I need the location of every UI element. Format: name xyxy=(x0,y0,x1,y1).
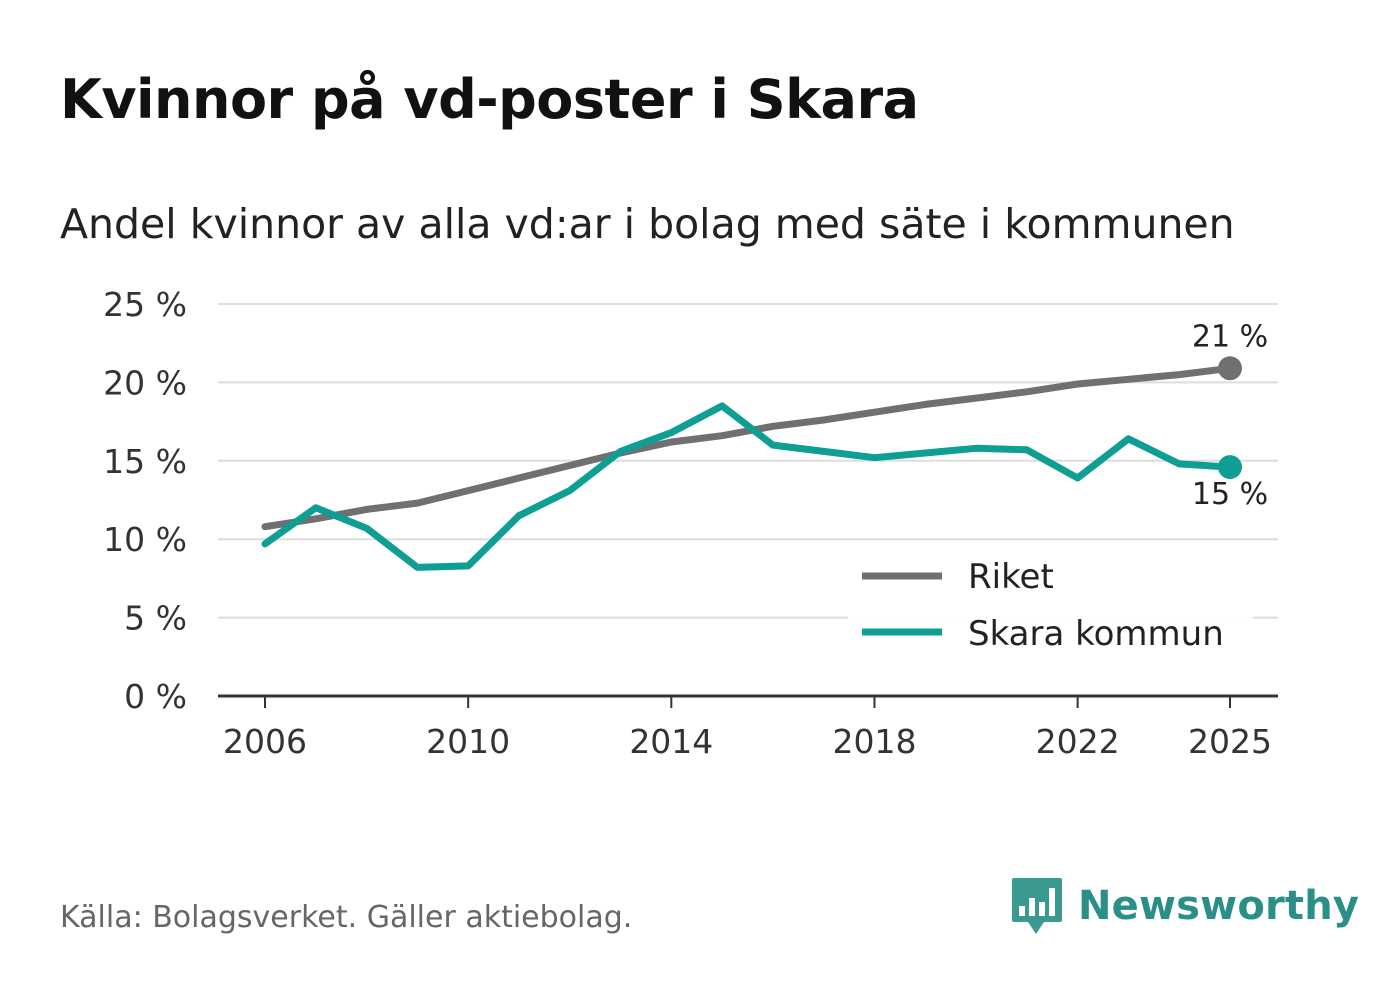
y-axis-ticks: 0 % 5 % 10 % 15 % 20 % 25 % xyxy=(103,285,187,716)
x-tick-label: 2022 xyxy=(1036,722,1120,761)
legend-background xyxy=(848,548,1253,660)
end-label-skara-kommun: 15 % xyxy=(1192,477,1268,512)
end-labels: 21 % 15 % xyxy=(1192,319,1268,512)
x-tick-label: 2025 xyxy=(1188,722,1272,761)
y-tick-label: 0 % xyxy=(124,677,187,716)
y-tick-label: 15 % xyxy=(103,442,187,481)
end-point-riket xyxy=(1218,356,1242,381)
brand-name: Newsworthy xyxy=(1078,883,1360,929)
brand-logo[interactable]: Newsworthy xyxy=(1010,876,1359,936)
x-axis-ticks: 2006 2010 2014 2018 2022 2025 xyxy=(223,696,1272,761)
end-point-skara-kommun xyxy=(1218,455,1242,480)
source-note: Källa: Bolagsverket. Gäller aktiebolag. xyxy=(60,900,633,935)
legend-label-riket: Riket xyxy=(968,557,1054,597)
y-tick-label: 10 % xyxy=(103,520,187,559)
x-tick-label: 2010 xyxy=(426,722,510,761)
x-tick-label: 2014 xyxy=(629,722,713,761)
series-line-skara-kommun xyxy=(261,402,1234,571)
legend: Riket Skara kommun xyxy=(848,548,1253,660)
x-tick-label: 2006 xyxy=(223,722,307,761)
bar-chart-speech-bubble-icon xyxy=(1012,878,1062,934)
chart-subtitle: Andel kvinnor av alla vd:ar i bolag med … xyxy=(60,200,1235,248)
chart-title: Kvinnor på vd-poster i Skara xyxy=(60,68,919,131)
legend-label-skara: Skara kommun xyxy=(968,614,1224,654)
end-label-riket: 21 % xyxy=(1192,319,1268,354)
series-line-riket xyxy=(261,364,1234,531)
x-tick-label: 2018 xyxy=(832,722,916,761)
y-tick-label: 25 % xyxy=(103,285,187,324)
y-tick-label: 5 % xyxy=(124,599,187,638)
series-lines xyxy=(261,356,1242,571)
y-tick-label: 20 % xyxy=(103,363,187,402)
